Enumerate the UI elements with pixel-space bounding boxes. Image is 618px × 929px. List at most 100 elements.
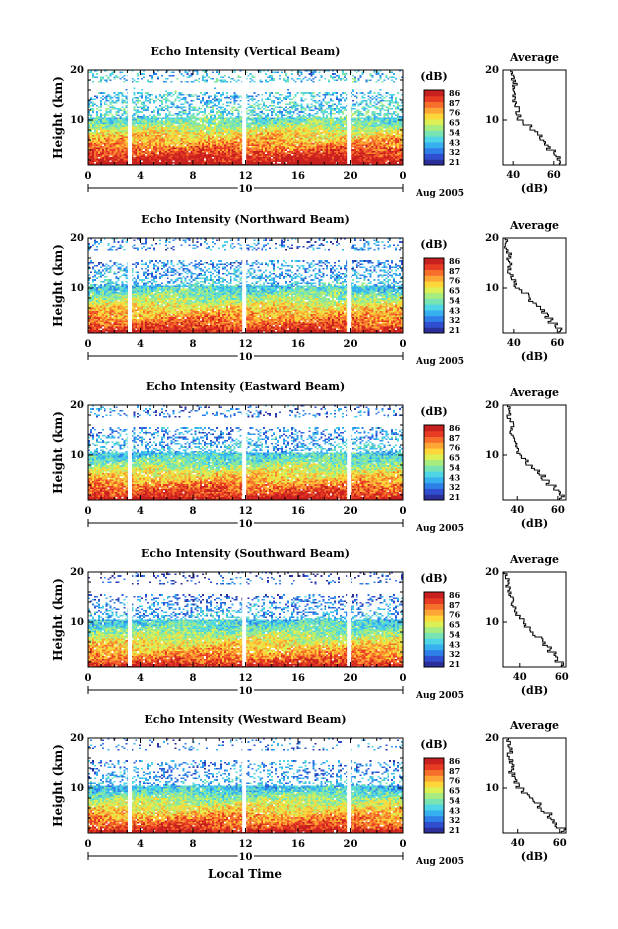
day-label: 10 bbox=[239, 352, 253, 363]
colorbar-swatch bbox=[424, 476, 444, 484]
colorbar-swatch bbox=[424, 90, 444, 97]
colorbar-tick-label: 32 bbox=[449, 482, 460, 492]
x-tick-label: 0 bbox=[400, 171, 407, 182]
x-tick-label: 20 bbox=[344, 506, 358, 517]
data-gap bbox=[128, 71, 132, 164]
average-title: Average bbox=[509, 553, 559, 566]
avg-y-tick-label: 20 bbox=[485, 733, 499, 744]
colorbar-tick-label: 21 bbox=[449, 157, 460, 167]
colorbar-tick-label: 86 bbox=[449, 423, 461, 433]
avg-y-tick-label: 10 bbox=[485, 115, 499, 126]
data-gap bbox=[347, 239, 352, 332]
colorbar-swatch bbox=[424, 286, 444, 294]
average-profile-line bbox=[504, 238, 563, 333]
month-label: Aug 2005 bbox=[415, 189, 464, 199]
colorbar-tick-label: 87 bbox=[449, 98, 460, 108]
average-frame bbox=[502, 69, 567, 166]
data-gap bbox=[347, 573, 352, 666]
x-tick-label: 12 bbox=[239, 506, 253, 517]
colorbar-unit: (dB) bbox=[420, 70, 447, 83]
x-tick-label: 16 bbox=[291, 171, 305, 182]
y-tick-label: 10 bbox=[70, 283, 84, 294]
colorbar-tick-label: 87 bbox=[449, 600, 460, 610]
colorbar-swatch bbox=[424, 465, 444, 472]
colorbar-swatch bbox=[424, 304, 444, 311]
colorbar-tick-label: 86 bbox=[449, 256, 461, 266]
colorbar-unit: (dB) bbox=[420, 238, 447, 251]
colorbar-swatch bbox=[424, 661, 444, 668]
colorbar-swatch bbox=[424, 263, 444, 271]
x-tick-label: 4 bbox=[137, 839, 144, 850]
colorbar-swatch bbox=[424, 153, 444, 160]
x-tick-label: 16 bbox=[291, 673, 305, 684]
beam-panel-4: Echo Intensity (Southward Beam) 20 10 Heigh… bbox=[51, 547, 569, 701]
avg-x-tick-label: 60 bbox=[550, 338, 564, 349]
colorbar-swatch bbox=[424, 95, 444, 103]
colorbar-tick-label: 54 bbox=[449, 127, 461, 137]
colorbar-swatch bbox=[424, 649, 444, 656]
average-frame bbox=[502, 737, 567, 834]
panel-title: Echo Intensity (Vertical Beam) bbox=[150, 45, 340, 58]
colorbar-tick-label: 21 bbox=[449, 659, 460, 669]
colorbar-unit: (dB) bbox=[420, 405, 447, 418]
data-gap bbox=[242, 71, 247, 164]
colorbar-frame bbox=[423, 591, 445, 668]
colorbar-tick-label: 76 bbox=[449, 776, 461, 786]
colorbar-unit: (dB) bbox=[420, 572, 447, 585]
x-tick-label: 16 bbox=[291, 339, 305, 350]
colorbar-swatch bbox=[424, 775, 444, 782]
colorbar-swatch bbox=[424, 141, 444, 149]
avg-x-tick-label: 40 bbox=[511, 838, 525, 849]
avg-y-tick-label: 20 bbox=[485, 233, 499, 244]
data-gap bbox=[242, 239, 247, 332]
beam-panel-5: Echo Intensity (Westward Beam) 20 10 Height… bbox=[51, 713, 567, 867]
colorbar-swatch bbox=[424, 159, 444, 166]
colorbar-tick-label: 43 bbox=[449, 639, 461, 649]
colorbar-tick-label: 76 bbox=[449, 443, 461, 453]
average-title: Average bbox=[509, 219, 559, 232]
month-label: Aug 2005 bbox=[415, 357, 464, 367]
avg-y-tick-label: 20 bbox=[485, 65, 499, 76]
colorbar-swatch bbox=[424, 130, 444, 137]
y-tick-label: 10 bbox=[70, 115, 84, 126]
colorbar-swatch bbox=[424, 459, 444, 466]
avg-x-tick-label: 60 bbox=[551, 505, 565, 516]
x-tick-label: 0 bbox=[400, 839, 407, 850]
x-tick-label: 8 bbox=[190, 673, 197, 684]
x-axis-label: Local Time bbox=[208, 867, 282, 881]
colorbar-tick-label: 32 bbox=[449, 147, 460, 157]
colorbar-swatch bbox=[424, 781, 444, 788]
beam-panel-2: Echo Intensity (Northward Beam) 20 10 Heigh… bbox=[51, 213, 567, 367]
month-label: Aug 2005 bbox=[415, 691, 464, 701]
avg-x-tick-label: 40 bbox=[513, 672, 527, 683]
avg-x-axis-label: (dB) bbox=[521, 182, 548, 195]
x-tick-label: 16 bbox=[291, 839, 305, 850]
x-tick-label: 8 bbox=[190, 506, 197, 517]
x-tick-label: 8 bbox=[190, 339, 197, 350]
colorbar-tick-label: 54 bbox=[449, 629, 461, 639]
y-tick-label: 10 bbox=[70, 450, 84, 461]
colorbar-swatch bbox=[424, 809, 444, 817]
x-tick-label: 0 bbox=[400, 506, 407, 517]
data-gap bbox=[347, 71, 352, 164]
data-gap bbox=[347, 739, 352, 832]
avg-x-axis-label: (dB) bbox=[521, 350, 548, 363]
day-label: 10 bbox=[239, 184, 253, 195]
day-label: 10 bbox=[239, 686, 253, 697]
colorbar-swatch bbox=[424, 597, 444, 605]
avg-x-tick-label: 60 bbox=[547, 170, 561, 181]
beam-panel-3: Echo Intensity (Eastward Beam) 20 10 Height… bbox=[51, 380, 567, 534]
beam-panel-1: Echo Intensity (Vertical Beam) 20 10 Height… bbox=[51, 45, 567, 199]
colorbar-tick-label: 21 bbox=[449, 825, 460, 835]
colorbar-swatch bbox=[424, 281, 444, 288]
month-label: Aug 2005 bbox=[415, 524, 464, 534]
day-label: 10 bbox=[239, 519, 253, 530]
x-tick-label: 0 bbox=[85, 339, 92, 350]
x-tick-label: 16 bbox=[291, 506, 305, 517]
average-profile-plot: Average 20 10 40 60(dB) bbox=[485, 219, 567, 363]
avg-y-tick-label: 10 bbox=[485, 450, 499, 461]
colorbar-swatch bbox=[424, 786, 444, 794]
avg-x-axis-label: (dB) bbox=[521, 850, 548, 863]
panel-title: Echo Intensity (Eastward Beam) bbox=[146, 380, 345, 393]
x-tick-label: 20 bbox=[344, 171, 358, 182]
